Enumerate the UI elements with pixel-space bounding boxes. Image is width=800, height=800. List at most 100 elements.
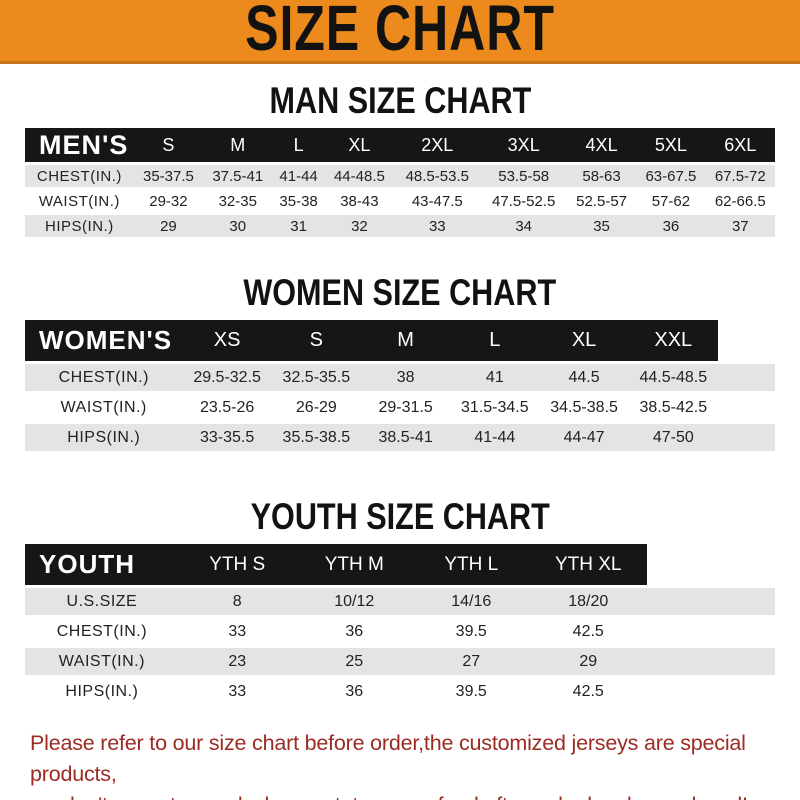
size-value-cell: 29 (529, 648, 647, 675)
man-size-chart-heading-text: MAN SIZE CHART (269, 80, 531, 122)
size-value-cell: 33-35.5 (182, 424, 272, 451)
size-value-cell: 38 (360, 364, 451, 391)
size-column-header: XL (324, 128, 395, 162)
row-filler (717, 424, 775, 451)
size-value-cell: 47-50 (628, 424, 718, 451)
men-size-table: MEN'S S M L XL 2XL 3XL 4XL 5XL 6XL CHEST(IN.) 35-37… (25, 125, 775, 240)
youth-size-table: YOUTH YTH S YTH M YTH L YTH XL U.S.SIZE 8 10/12… (25, 541, 775, 708)
size-value-cell: 58-63 (566, 165, 637, 187)
table-row: CHEST(IN.) 35-37.5 37.5-41 41-44 44-48.5 48.5… (25, 165, 775, 187)
youth-size-chart-heading-text: YOUTH SIZE CHART (250, 496, 550, 538)
size-column-header: YTH M (295, 544, 413, 585)
size-value-cell: 32.5-35.5 (271, 364, 361, 391)
size-value-cell: 30 (203, 215, 273, 237)
table-header-label: YOUTH (25, 544, 179, 585)
size-column-header: S (133, 128, 204, 162)
row-label: WAIST(IN.) (60, 398, 147, 416)
size-value-cell: 31.5-34.5 (461, 398, 529, 416)
size-column-header: XXL (628, 320, 718, 361)
row-filler (646, 648, 775, 675)
size-value-cell: 23 (178, 648, 296, 675)
table-row: CHEST(IN.) 33 36 39.5 42.5 (25, 618, 775, 645)
size-value-cell: 32 (324, 215, 395, 237)
table-header-row: YOUTH YTH S YTH M YTH L YTH XL (25, 544, 775, 585)
size-value-cell: 10/12 (295, 588, 413, 615)
size-column-header: XS (182, 320, 272, 361)
women-size-chart-heading: WOMEN SIZE CHART (0, 274, 800, 311)
row-filler (717, 364, 775, 391)
size-value-cell: 33 (228, 622, 247, 640)
row-label: HIPS(IN.) (25, 424, 183, 451)
size-column-header: XL (539, 320, 629, 361)
table-row: HIPS(IN.) 33 36 39.5 42.5 (25, 678, 775, 705)
size-value-cell: 26-29 (295, 398, 337, 416)
size-column-header: S (271, 320, 361, 361)
order-note-line-1: Please refer to our size chart before or… (30, 731, 746, 786)
size-value-cell: 47.5-52.5 (491, 192, 556, 210)
row-label: CHEST(IN.) (25, 165, 134, 187)
size-column-header: L (450, 320, 540, 361)
table-header-row: MEN'S S M L XL 2XL 3XL 4XL 5XL 6XL (25, 128, 775, 162)
size-value-cell: 23.5-26 (199, 398, 255, 416)
size-value-cell: 44.5 (539, 364, 629, 391)
size-value-cell: 53.5-58 (480, 165, 567, 187)
size-value-cell: 42.5 (572, 622, 604, 640)
table-header-row: WOMEN'S XS S M L XL XXL (25, 320, 775, 361)
table-header-label: MEN'S (25, 128, 134, 162)
row-filler (647, 678, 775, 705)
size-value-cell: 32-35 (218, 192, 257, 210)
size-column-header: M (360, 320, 451, 361)
size-value-cell: 41-44 (272, 165, 325, 187)
size-value-cell: 38.5-42.5 (639, 398, 708, 416)
size-value-cell: 41 (450, 364, 540, 391)
size-value-cell: 29 (133, 215, 204, 237)
size-value-cell: 8 (178, 588, 296, 615)
row-label: HIPS(IN.) (25, 215, 134, 237)
size-value-cell: 35.5-38.5 (271, 424, 361, 451)
banner-title: SIZE CHART (245, 0, 555, 65)
row-label: CHEST(IN.) (25, 364, 183, 391)
order-note-line-2: we don't accept cancel, change, teturn o… (30, 790, 800, 800)
size-column-header: M (203, 128, 273, 162)
man-size-chart-heading: MAN SIZE CHART (0, 80, 800, 122)
size-value-cell: 37.5-41 (203, 165, 273, 187)
row-label: CHEST(IN.) (56, 622, 148, 640)
size-value-cell: 62-66.5 (714, 192, 766, 210)
table-row: CHEST(IN.) 29.5-32.5 32.5-35.5 38 41 44.5 44.5… (25, 364, 775, 391)
size-value-cell: 42.5 (572, 682, 604, 700)
size-value-cell: 67.5-72 (705, 165, 775, 187)
size-value-cell: 44.5-48.5 (628, 364, 718, 391)
size-column-header: YTH L (412, 544, 530, 585)
size-value-cell: 39.5 (455, 682, 487, 700)
size-value-cell: 18/20 (529, 588, 647, 615)
size-value-cell: 34 (480, 215, 567, 237)
size-value-cell: 38.5-41 (360, 424, 451, 451)
size-value-cell: 52.5-57 (576, 192, 627, 210)
size-value-cell: 25 (295, 648, 413, 675)
size-value-cell: 36 (345, 682, 364, 700)
size-value-cell: 38-43 (340, 192, 379, 210)
table-row: HIPS(IN.) 33-35.5 35.5-38.5 38.5-41 41-44 44-… (25, 424, 775, 451)
row-label: WAIST(IN.) (25, 648, 179, 675)
size-value-cell: 34.5-38.5 (550, 398, 618, 416)
table-header-label: WOMEN'S (25, 320, 183, 361)
order-note: Please refer to our size chart before or… (30, 728, 800, 800)
table-row: WAIST(IN.) 23.5-26 26-29 29-31.5 31.5-34.5 34… (25, 394, 775, 421)
row-label: HIPS(IN.) (65, 682, 139, 700)
size-value-cell: 14/16 (412, 588, 530, 615)
size-value-cell: 39.5 (455, 622, 487, 640)
size-value-cell: 48.5-53.5 (394, 165, 481, 187)
size-value-cell: 29.5-32.5 (182, 364, 272, 391)
size-value-cell: 33 (394, 215, 481, 237)
row-label: WAIST(IN.) (38, 192, 120, 210)
size-column-header: L (272, 128, 325, 162)
size-value-cell: 31 (272, 215, 325, 237)
size-value-cell: 44-48.5 (324, 165, 395, 187)
size-column-header: 5XL (636, 128, 706, 162)
table-row: WAIST(IN.) 23 25 27 29 (25, 648, 775, 675)
row-filler (646, 588, 775, 615)
size-column-header: 4XL (566, 128, 637, 162)
size-column-header: 3XL (480, 128, 567, 162)
size-value-cell: 29-32 (149, 192, 188, 210)
size-value-cell: 36 (345, 622, 364, 640)
